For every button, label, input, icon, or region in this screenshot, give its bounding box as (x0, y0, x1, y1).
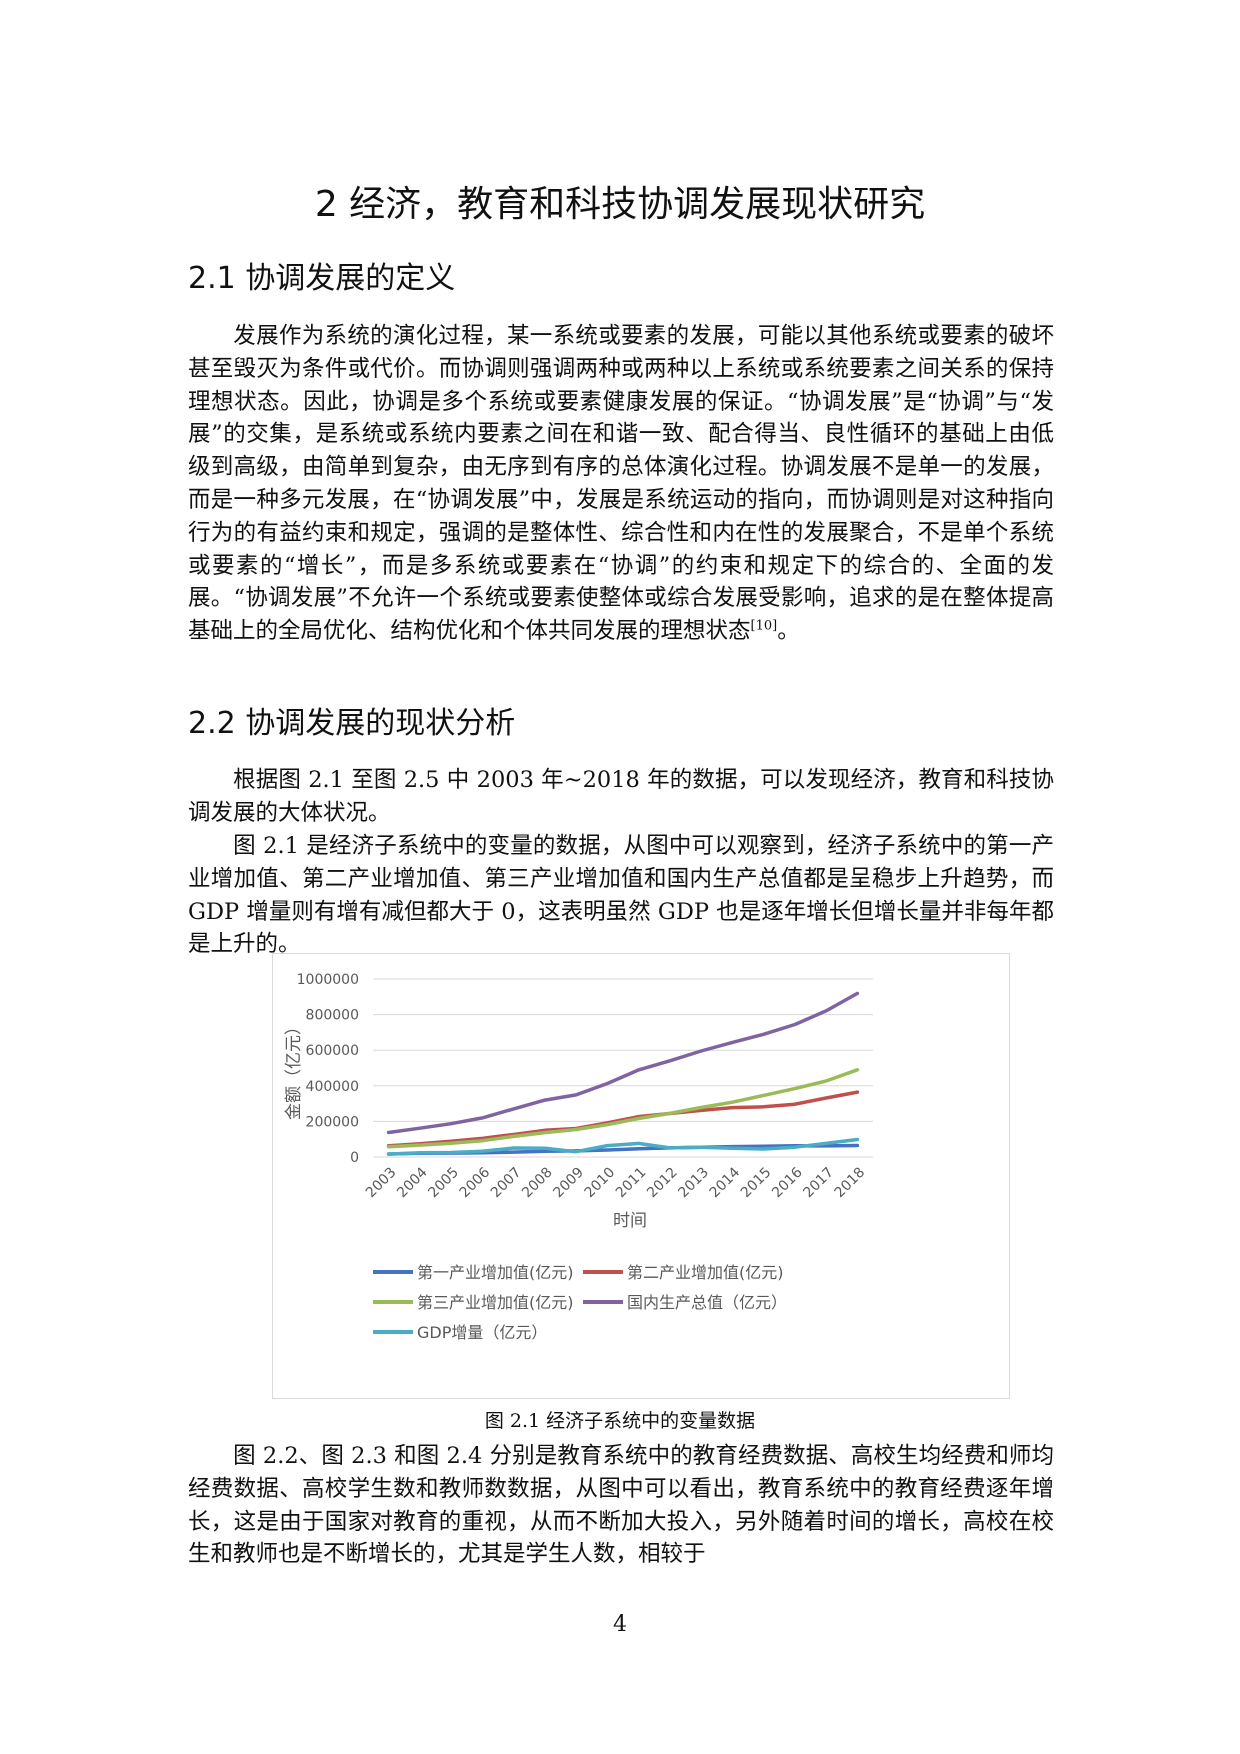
y-tick-label: 1000000 (297, 972, 359, 988)
x-tick-label: 2004 (394, 1164, 431, 1201)
x-tick-label: 2018 (832, 1165, 869, 1202)
section-heading-2-1: 2.1 协调发展的定义 (188, 261, 456, 296)
chart-gridlines (373, 978, 873, 1158)
figure-caption: 图 2.1 经济子系统中的变量数据 (484, 1410, 756, 1432)
x-tick-label: 2003 (363, 1165, 400, 1202)
x-tick-label: 2008 (519, 1165, 556, 1202)
y-tick-label: 600000 (306, 1043, 359, 1059)
y-tick-label: 800000 (306, 1008, 359, 1024)
y-axis-title: 金额（亿元） (284, 1018, 304, 1120)
y-axis-ticks: 0 200000 400000 600000 800000 1000000 (297, 972, 359, 1166)
page-number: 4 (613, 1612, 627, 1637)
section-heading-2-2: 2.2 协调发展的现状分析 (188, 706, 516, 741)
series-line (386, 1137, 860, 1156)
analysis-text-3: 图 2.2、图 2.3 和图 2.4 分别是教育系统中的教育经费数据、高校生均经… (188, 1443, 1054, 1568)
analysis-text-1: 根据图 2.1 至图 2.5 中 2003 年~2018 年的数据，可以发现经济… (188, 767, 1054, 826)
analysis-paragraph-3: 图 2.2、图 2.3 和图 2.4 分别是教育系统中的教育经费数据、高校生均经… (188, 1440, 1054, 1571)
legend-label: 第三产业增加值(亿元) (417, 1293, 574, 1312)
citation-link[interactable]: [10] (750, 618, 778, 634)
analysis-text-2: 图 2.1 是经济子系统中的变量的数据，从图中可以观察到，经济子系统中的第一产业… (188, 833, 1054, 958)
x-tick-label: 2017 (800, 1165, 837, 1202)
x-tick-label: 2009 (550, 1165, 587, 1202)
x-tick-label: 2011 (613, 1165, 650, 1202)
x-tick-label: 2005 (425, 1165, 462, 1202)
y-tick-label: 0 (350, 1150, 359, 1166)
definition-text: 发展作为系统的演化过程，某一系统或要素的发展，可能以其他系统或要素的破坏甚至毁灭… (188, 323, 1054, 645)
legend-label: GDP增量（亿元） (417, 1323, 547, 1342)
x-tick-label: 2016 (769, 1164, 806, 1201)
series-line (386, 1068, 860, 1149)
x-tick-label: 2014 (707, 1164, 744, 1201)
definition-end: 。 (777, 618, 800, 645)
x-tick-label: 2015 (738, 1165, 775, 1202)
x-axis-title: 时间 (613, 1211, 647, 1231)
x-axis-ticks: 2003200420052006200720082009201020112012… (363, 1164, 868, 1201)
definition-paragraph: 发展作为系统的演化过程，某一系统或要素的发展，可能以其他系统或要素的破坏甚至毁灭… (188, 320, 1054, 648)
series-line (386, 991, 860, 1135)
chart-series (386, 991, 860, 1156)
x-tick-label: 2012 (644, 1165, 681, 1202)
y-tick-label: 200000 (306, 1114, 359, 1130)
legend-label: 第二产业增加值(亿元) (627, 1263, 784, 1282)
x-tick-label: 2010 (582, 1165, 619, 1202)
legend-label: 第一产业增加值(亿元) (417, 1263, 574, 1282)
economic-subsystem-chart: 0 200000 400000 600000 800000 1000000 2003 200… (272, 953, 1010, 1399)
legend-label: 国内生产总值（亿元） (627, 1293, 787, 1312)
analysis-paragraph-1: 根据图 2.1 至图 2.5 中 2003 年~2018 年的数据，可以发现经济… (188, 764, 1054, 830)
x-tick-label: 2013 (675, 1165, 712, 1202)
chapter-title: 2 经济，教育和科技协调发展现状研究 (314, 184, 926, 225)
x-tick-label: 2007 (488, 1165, 525, 1202)
series-line (386, 1090, 860, 1148)
chart-legend: 第一产业增加值(亿元) 第二产业增加值(亿元) 第三产业增加值(亿元) 国内生产总值（… (373, 1263, 787, 1342)
x-tick-label: 2006 (457, 1164, 494, 1201)
analysis-paragraph-2: 图 2.1 是经济子系统中的变量的数据，从图中可以观察到，经济子系统中的第一产业… (188, 830, 1054, 961)
y-tick-label: 400000 (306, 1079, 359, 1095)
